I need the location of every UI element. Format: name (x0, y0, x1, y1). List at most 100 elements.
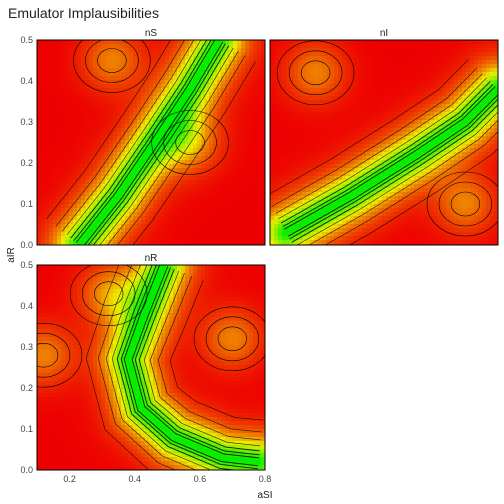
heatmap-cell (177, 164, 182, 169)
heatmap-cell (157, 68, 162, 73)
heatmap-cell (398, 124, 403, 129)
heatmap-cell (237, 132, 242, 137)
heatmap-cell (386, 124, 391, 129)
heatmap-cell (125, 120, 130, 125)
heatmap-cell (129, 108, 134, 113)
heatmap-cell (193, 224, 198, 229)
heatmap-cell (454, 84, 459, 89)
heatmap-cell (193, 196, 198, 201)
heatmap-cell (49, 148, 54, 153)
heatmap-cell (61, 68, 66, 73)
heatmap-cell (129, 60, 134, 65)
heatmap-cell (358, 48, 363, 53)
heatmap-cell (454, 44, 459, 49)
heatmap-cell (398, 164, 403, 169)
heatmap-cell (318, 136, 323, 141)
heatmap-cell (366, 76, 371, 81)
heatmap-cell (358, 124, 363, 129)
heatmap-cell (37, 160, 42, 165)
heatmap-cell (37, 220, 42, 225)
heatmap-cell (290, 108, 295, 113)
heatmap-cell (57, 124, 62, 129)
heatmap-cell (229, 172, 234, 177)
heatmap-cell (93, 128, 98, 133)
heatmap-cell (354, 148, 359, 153)
heatmap-cell (101, 84, 106, 89)
heatmap-cell (450, 56, 455, 61)
heatmap-cell (57, 80, 62, 85)
heatmap-cell (253, 56, 258, 61)
heatmap-cell (49, 164, 54, 169)
heatmap-cell (294, 148, 299, 153)
heatmap-cell (145, 40, 150, 45)
heatmap-cell (278, 52, 283, 57)
heatmap-cell (229, 148, 234, 153)
heatmap-cell (221, 236, 226, 241)
heatmap-cell (430, 68, 435, 73)
heatmap-cell (342, 136, 347, 141)
heatmap-cell (342, 144, 347, 149)
heatmap-cell (57, 208, 62, 213)
heatmap-cell (161, 172, 166, 177)
heatmap-cell (217, 228, 222, 233)
heatmap-cell (418, 76, 423, 81)
heatmap-cell (330, 108, 335, 113)
heatmap-cell (217, 220, 222, 225)
heatmap-cell (65, 168, 70, 173)
heatmap-cell (69, 100, 74, 105)
heatmap-cell (414, 48, 419, 53)
heatmap-cell (77, 168, 82, 173)
heatmap-cell (153, 204, 158, 209)
heatmap-cell (490, 160, 495, 165)
heatmap-cell (470, 44, 475, 49)
heatmap-cell (386, 56, 391, 61)
heatmap-cell (161, 188, 166, 193)
heatmap-cell (366, 68, 371, 73)
heatmap-cell (406, 92, 411, 97)
heatmap-cell (346, 164, 351, 169)
heatmap-cell (286, 108, 291, 113)
heatmap-cell (249, 156, 254, 161)
heatmap-cell (113, 112, 118, 117)
heatmap-cell (422, 124, 427, 129)
heatmap-cell (217, 152, 222, 157)
heatmap-cell (105, 160, 110, 165)
heatmap-cell (217, 160, 222, 165)
heatmap-cell (378, 52, 383, 57)
heatmap-cell (346, 96, 351, 101)
heatmap-cell (478, 104, 483, 109)
heatmap-cell (89, 52, 94, 57)
heatmap-cell (294, 120, 299, 125)
heatmap-cell (113, 84, 118, 89)
heatmap-cell (378, 136, 383, 141)
heatmap-cell (45, 220, 50, 225)
heatmap-cell (302, 144, 307, 149)
heatmap-cell (314, 68, 319, 73)
heatmap-cell (205, 212, 210, 217)
heatmap-cell (294, 164, 299, 169)
heatmap-cell (61, 60, 66, 65)
heatmap-cell (221, 188, 226, 193)
heatmap-cell (109, 108, 114, 113)
heatmap-cell (69, 240, 74, 245)
heatmap-cell (177, 220, 182, 225)
heatmap-cell (121, 92, 126, 97)
heatmap-cell (77, 192, 82, 197)
heatmap-cell (209, 164, 214, 169)
heatmap-cell (334, 172, 339, 177)
heatmap-cell (157, 60, 162, 65)
heatmap-cell (358, 68, 363, 73)
heatmap-cell (237, 204, 242, 209)
heatmap-cell (434, 140, 439, 145)
heatmap-cell (278, 140, 283, 145)
heatmap-cell (193, 80, 198, 85)
heatmap-cell (410, 108, 415, 113)
heatmap-cell (338, 140, 343, 145)
heatmap-cell (422, 100, 427, 105)
heatmap-cell (41, 220, 46, 225)
heatmap-cell (217, 204, 222, 209)
heatmap-cell (406, 76, 411, 81)
heatmap-cell (85, 140, 90, 145)
heatmap-cell (282, 156, 287, 161)
heatmap-cell (233, 116, 238, 121)
